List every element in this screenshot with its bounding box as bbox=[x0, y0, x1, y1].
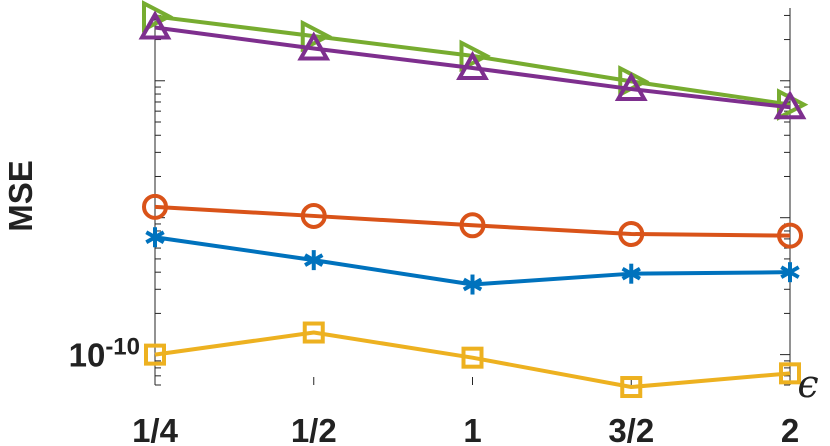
y-tick-labels: 10-10 bbox=[69, 334, 140, 374]
data-point-square bbox=[461, 346, 484, 369]
x-tick-label: 3/2 bbox=[608, 412, 654, 446]
x-tick-label: 1/4 bbox=[132, 412, 179, 446]
data-point-asterisk bbox=[145, 227, 165, 248]
data-point-asterisk bbox=[780, 262, 800, 283]
x-axis-label: ϵ bbox=[797, 362, 818, 406]
series-triangle-up bbox=[138, 10, 807, 120]
data-point-square bbox=[620, 376, 643, 399]
series-line bbox=[154, 14, 791, 107]
series-layer bbox=[138, 0, 809, 399]
x-tick-label: 2 bbox=[781, 412, 799, 446]
data-point-square bbox=[302, 321, 325, 344]
series-square bbox=[144, 321, 801, 399]
data-point-triangle-right bbox=[300, 19, 333, 53]
series-circle bbox=[142, 193, 803, 249]
data-point-asterisk bbox=[462, 274, 483, 295]
data-point-triangle-right bbox=[459, 39, 491, 73]
data-point-triangle-up bbox=[456, 50, 489, 80]
data-point-triangle-up bbox=[614, 71, 648, 102]
data-point-asterisk bbox=[621, 263, 641, 284]
data-point-square bbox=[144, 343, 166, 366]
series-line bbox=[154, 330, 791, 390]
data-point-asterisk bbox=[304, 250, 324, 271]
data-point-triangle-up bbox=[138, 10, 172, 40]
y-tick-label: 10-10 bbox=[69, 334, 140, 374]
data-point-triangle-right bbox=[142, 0, 174, 33]
data-point-circle bbox=[300, 202, 327, 229]
data-point-triangle-up bbox=[297, 31, 331, 61]
x-tick-label: 1/2 bbox=[291, 412, 337, 446]
data-point-triangle-up bbox=[773, 90, 807, 120]
data-point-circle bbox=[777, 222, 803, 249]
data-point-circle bbox=[618, 221, 645, 248]
series-line bbox=[154, 25, 791, 110]
x-tick-label: 1 bbox=[463, 412, 481, 446]
series-line bbox=[154, 204, 791, 238]
series-asterisk bbox=[145, 227, 800, 295]
data-point-circle bbox=[459, 212, 486, 239]
x-tick-labels: 1/4 1/2 1 3/2 2 bbox=[132, 412, 799, 446]
data-point-square bbox=[779, 362, 801, 385]
data-point-circle bbox=[142, 193, 168, 220]
y-axis-label: MSE bbox=[2, 160, 39, 232]
